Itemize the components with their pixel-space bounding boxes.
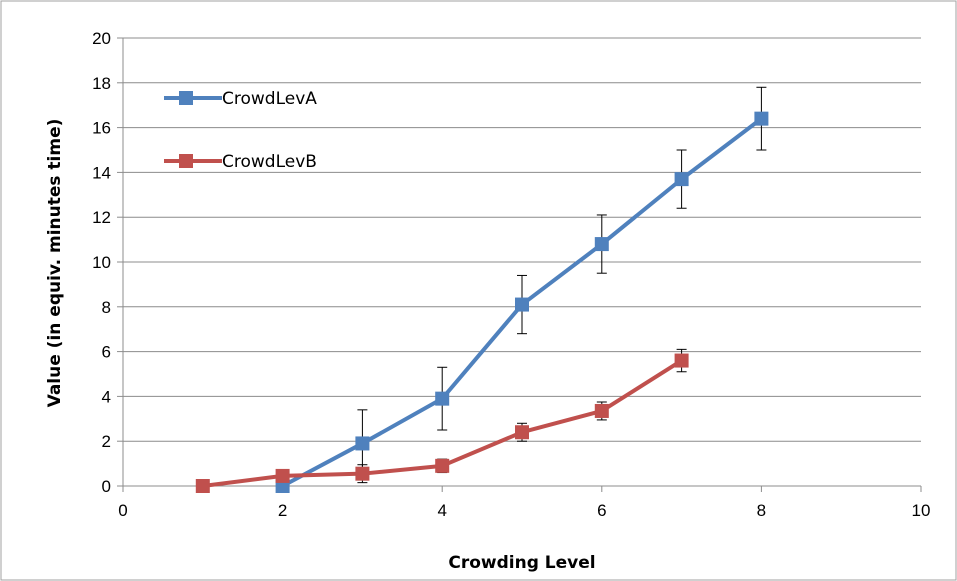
gridlines bbox=[123, 37, 921, 442]
data-point bbox=[594, 403, 609, 418]
x-tick-labels: 0 2 4 6 8 10 bbox=[118, 501, 930, 520]
y-tick-label: 20 bbox=[92, 29, 111, 48]
y-axis-title: Value (in equiv. minutes time) bbox=[45, 119, 65, 408]
y-tick-label: 4 bbox=[102, 387, 111, 406]
series-1 bbox=[275, 86, 769, 493]
y-tick-label: 8 bbox=[102, 298, 111, 317]
legend-label: CrowdLevB bbox=[222, 152, 317, 172]
data-point bbox=[195, 479, 210, 493]
data-point bbox=[435, 458, 450, 473]
y-tick-label: 14 bbox=[92, 163, 111, 182]
x-axis-title: Crowding Level bbox=[448, 553, 595, 573]
x-tick-label: 10 bbox=[912, 501, 931, 520]
y-tick-label: 18 bbox=[92, 74, 111, 93]
data-point bbox=[594, 237, 609, 252]
data-point bbox=[754, 111, 769, 126]
data-point bbox=[515, 425, 529, 440]
y-tick-label: 0 bbox=[102, 477, 111, 496]
x-tick-label: 6 bbox=[597, 501, 606, 520]
legend: CrowdLevA CrowdLevB bbox=[164, 89, 317, 172]
data-point bbox=[355, 466, 370, 481]
data-point bbox=[674, 172, 689, 187]
series-2 bbox=[195, 348, 689, 493]
x-tick-label: 8 bbox=[757, 501, 766, 520]
series-group bbox=[195, 86, 769, 493]
x-tick-label: 4 bbox=[437, 501, 446, 520]
legend-label: CrowdLevA bbox=[222, 89, 317, 109]
y-tick-label: 2 bbox=[102, 432, 111, 451]
y-tick-labels: 0 2 4 6 8 10 12 14 16 18 20 bbox=[92, 29, 111, 496]
data-point bbox=[674, 353, 689, 368]
data-point bbox=[515, 297, 529, 312]
x-tick-label: 0 bbox=[118, 501, 127, 520]
data-point bbox=[355, 436, 370, 451]
y-tick-label: 16 bbox=[92, 119, 111, 138]
y-tick-label: 12 bbox=[92, 208, 111, 227]
legend-marker bbox=[179, 154, 193, 168]
data-point bbox=[275, 468, 290, 483]
x-tick-label: 2 bbox=[278, 501, 287, 520]
y-tick-label: 10 bbox=[92, 253, 111, 272]
y-tick-label: 6 bbox=[102, 343, 111, 362]
data-point bbox=[435, 391, 450, 406]
legend-marker bbox=[179, 91, 193, 105]
